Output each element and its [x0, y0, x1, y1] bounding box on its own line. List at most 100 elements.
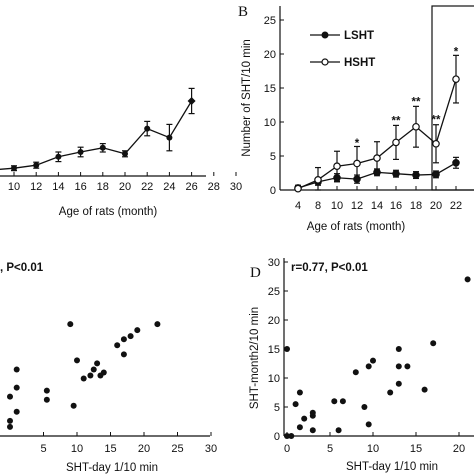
panel-d: D r=0.77, P<0.01 0 5 10 15 20 25 30 0 5 10 15 20 S… — [249, 257, 474, 473]
panel-d-point — [430, 340, 437, 347]
panel-a-point — [77, 149, 84, 155]
panel-a-x-ticks: 10 12 14 16 18 20 22 24 26 28 30 — [8, 172, 242, 193]
panel-b-x-tick-label: 4 — [295, 200, 301, 212]
panel-c-stat: , P<0.01 — [0, 262, 44, 274]
panel-b-y-ticks: 0 5 10 15 20 25 — [264, 15, 284, 197]
panel-b-x-tick-label: 22 — [450, 200, 462, 212]
panel-c-point — [43, 396, 50, 403]
panel-c-point — [13, 366, 20, 373]
panel-b-y-tick-label: 0 — [270, 185, 276, 197]
panel-b-lsht-point — [452, 159, 460, 167]
panel-b-x-label: Age of rats (month) — [307, 221, 406, 233]
panel-d-point — [395, 346, 402, 352]
panel-d-x-label: SHT-day 1/10 min — [346, 461, 438, 473]
panel-c-point — [90, 366, 97, 373]
panel-a-point — [11, 165, 17, 172]
panel-b-significance-marker: * — [355, 138, 360, 150]
panel-d-y-ticks: 0 5 10 15 20 25 30 — [268, 257, 288, 443]
panel-b-significance-marker: ** — [392, 116, 401, 128]
panel-b-significance-marker: * — [454, 46, 459, 58]
panel-b-lsht-point — [432, 170, 440, 179]
panel-c-point — [7, 393, 13, 400]
legend-hsht-label: HSHT — [344, 57, 375, 69]
panel-d-point — [387, 389, 394, 396]
panel-b-hsht-point — [314, 176, 322, 184]
panel-c-x-tick-label: 25 — [171, 443, 183, 455]
panel-c-point — [7, 417, 13, 424]
panel-b-lsht-point — [392, 169, 400, 178]
panel-b-lsht-point — [333, 173, 341, 182]
panel-b-hsht-point — [353, 159, 361, 168]
panel-a-x-tick-label: 22 — [141, 181, 153, 193]
panel-b-hsht-point — [373, 154, 381, 162]
panel-a-point — [99, 144, 106, 151]
panel-a-x-tick-label: 18 — [97, 181, 109, 193]
panel-a-x-tick-label: 24 — [163, 181, 175, 193]
panel-d-y-tick-label: 30 — [268, 257, 280, 269]
panel-d-point — [404, 363, 411, 370]
panel-a-x-tick-label: 20 — [119, 181, 131, 193]
panel-b-y-tick-label: 10 — [264, 117, 276, 129]
panel-c-point — [67, 321, 74, 328]
panel-d-point — [284, 433, 290, 439]
panel-b-x-tick-label: 16 — [390, 200, 402, 212]
panel-d-point — [421, 386, 428, 393]
panel-c: , P<0.01 5 10 15 20 25 30 SHT-day 1/10 min — [0, 262, 217, 474]
panel-c-point — [120, 351, 127, 358]
panel-c-point — [134, 327, 141, 334]
panel-d-point — [335, 427, 342, 434]
panel-c-point — [13, 408, 20, 415]
panel-d-point — [292, 401, 299, 408]
panel-d-point — [395, 380, 402, 387]
panel-c-x-ticks: 5 10 15 20 25 30 — [40, 432, 217, 455]
panel-d-x-tick-label: 5 — [327, 443, 333, 455]
panel-d-point — [331, 398, 338, 405]
panel-b-x-tick-label: 14 — [371, 200, 383, 212]
panel-b-y-label: Number of SHT/10 min — [241, 39, 253, 157]
panel-a-x-tick-label: 12 — [30, 181, 42, 193]
legend-hsht-marker — [321, 58, 329, 66]
legend-lsht-label: LSHT — [344, 30, 374, 42]
panel-c-point — [100, 369, 107, 376]
panel-a-x-tick-label: 16 — [74, 181, 86, 193]
panel-b-y-tick-label: 25 — [264, 15, 276, 27]
panel-a-x-tick-label: 26 — [185, 181, 197, 193]
panel-d-stat: r=0.77, P<0.01 — [291, 262, 368, 274]
panel-c-x-tick-label: 15 — [104, 443, 116, 455]
panel-c-point — [94, 360, 101, 367]
panel-b-legend: LSHT HSHT — [310, 30, 375, 69]
panel-d-point — [365, 363, 372, 370]
panel-b-y-tick-label: 15 — [264, 83, 276, 95]
panel-b-x-tick-label: 12 — [351, 200, 363, 212]
panel-b-marks: ******** — [294, 46, 460, 193]
panel-c-x-tick-label: 30 — [205, 443, 217, 455]
panel-c-point — [7, 423, 13, 430]
panel-c-marks — [7, 321, 161, 430]
panel-c-x-tick-label: 5 — [40, 443, 46, 455]
panel-a-marks — [0, 87, 196, 172]
panel-c-point — [154, 321, 161, 328]
panel-b-x-tick-label: 10 — [331, 200, 343, 212]
panel-d-x-tick-label: 20 — [453, 443, 465, 455]
panel-a-point — [166, 134, 173, 141]
panel-a-x-tick-label: 14 — [52, 181, 64, 193]
panel-d-point — [301, 415, 308, 422]
panel-c-point — [70, 402, 77, 409]
panel-d-point — [370, 357, 376, 364]
panel-a-point — [33, 162, 40, 169]
panel-d-point — [395, 363, 402, 370]
panel-d-point — [288, 433, 295, 439]
panel-d-y-tick-label: 15 — [268, 344, 280, 356]
panel-b-y-tick-label: 5 — [270, 151, 276, 163]
panel-a: 10 12 14 16 18 20 22 24 26 28 30 Age of rats (mont… — [0, 87, 242, 218]
panel-b-lsht-point — [373, 168, 381, 177]
panel-c-point — [120, 336, 127, 343]
panel-d-x-tick-label: 10 — [367, 443, 379, 455]
panel-b-significance-marker: ** — [432, 114, 441, 126]
panel-a-x-tick-label: 10 — [8, 181, 20, 193]
panel-d-point — [284, 346, 290, 352]
legend-lsht-marker — [321, 31, 329, 39]
panel-d-point — [361, 404, 368, 410]
panel-a-point — [144, 125, 151, 132]
panel-b-hsht-point — [412, 122, 420, 131]
